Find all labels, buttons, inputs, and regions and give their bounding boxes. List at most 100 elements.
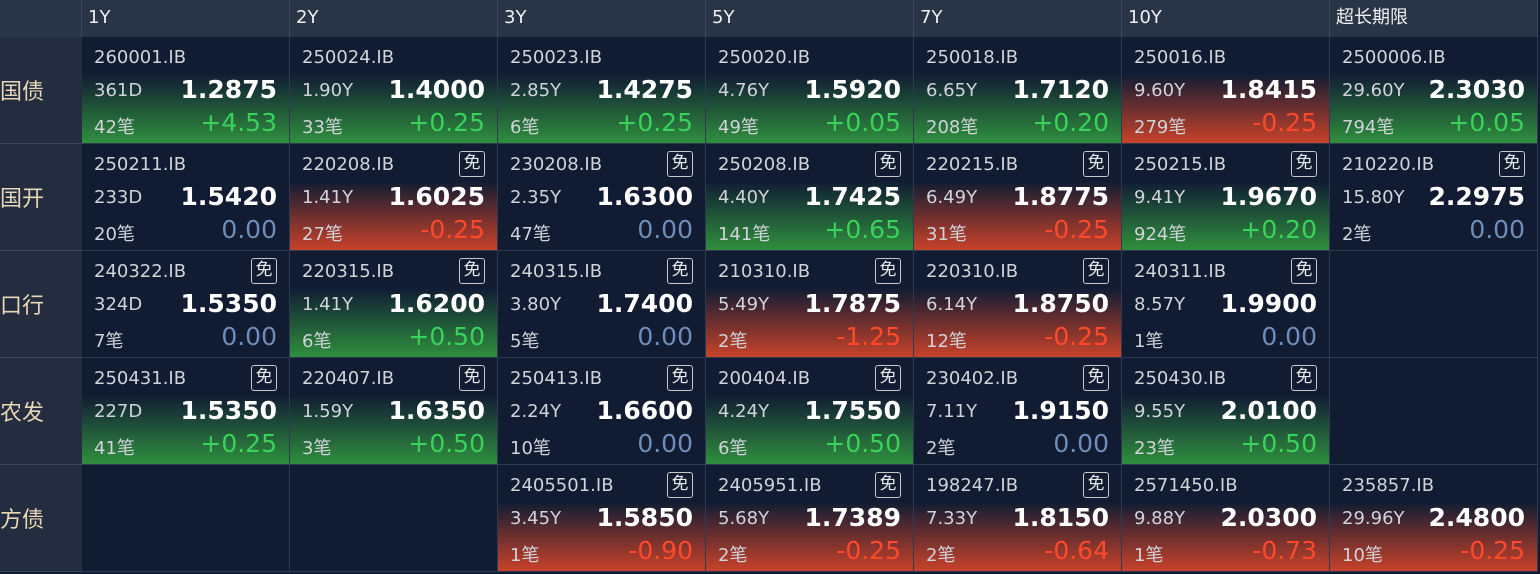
yield: 1.5850 — [596, 503, 693, 532]
change: -0.25 — [1044, 322, 1109, 351]
tenor: 3.80Y — [510, 294, 562, 315]
quote-cell[interactable]: 250431.IB 免 227D 1.5350 41笔 +0.25 — [82, 358, 290, 465]
yield: 2.0100 — [1220, 396, 1317, 425]
trade-count: 279笔 — [1134, 117, 1187, 138]
bond-code: 240315.IB — [510, 261, 603, 282]
change: -0.73 — [1252, 536, 1317, 565]
yield: 1.7550 — [804, 396, 901, 425]
quote-cell[interactable]: 2571450.IB 9.88Y 2.0300 1笔 -0.73 — [1122, 465, 1330, 572]
quote-cell[interactable]: 220215.IB 免 6.49Y 1.8775 31笔 -0.25 — [914, 144, 1122, 251]
quote-cell[interactable]: 250215.IB 免 9.41Y 1.9670 924笔 +0.20 — [1122, 144, 1330, 251]
yield: 1.7400 — [596, 289, 693, 318]
quote-cell[interactable]: 240311.IB 免 8.57Y 1.9900 1笔 0.00 — [1122, 251, 1330, 358]
quote-cell[interactable]: 2500006.IB 29.60Y 2.3030 794笔 +0.05 — [1330, 37, 1538, 144]
quote-cell[interactable]: 198247.IB 免 7.33Y 1.8150 2笔 -0.64 — [914, 465, 1122, 572]
tax-free-tag: 免 — [1291, 258, 1317, 284]
quote-cell[interactable]: 250020.IB 4.76Y 1.5920 49笔 +0.05 — [706, 37, 914, 144]
tenor: 2.85Y — [510, 80, 562, 101]
quote-cell[interactable]: 250413.IB 免 2.24Y 1.6600 10笔 0.00 — [498, 358, 706, 465]
trade-count: 23笔 — [1134, 438, 1175, 459]
trade-count: 3笔 — [302, 438, 332, 459]
quote-cell[interactable]: 220310.IB 免 6.14Y 1.8750 12笔 -0.25 — [914, 251, 1122, 358]
tax-free-tag: 免 — [875, 365, 901, 391]
quote-cell[interactable]: 250018.IB 6.65Y 1.7120 208笔 +0.20 — [914, 37, 1122, 144]
tenor: 2.35Y — [510, 187, 562, 208]
row-label: 口行 — [0, 251, 82, 358]
change: +0.25 — [200, 429, 277, 458]
tenor: 7.33Y — [926, 508, 978, 529]
tax-free-tag: 免 — [1083, 472, 1109, 498]
quote-cell[interactable]: 220407.IB 免 1.59Y 1.6350 3笔 +0.50 — [290, 358, 498, 465]
tax-free-tag: 免 — [875, 472, 901, 498]
quote-cell[interactable]: 230208.IB 免 2.35Y 1.6300 47笔 0.00 — [498, 144, 706, 251]
trade-count: 794笔 — [1342, 117, 1395, 138]
column-header: 1Y — [82, 0, 290, 37]
column-header: 5Y — [706, 0, 914, 37]
tenor: 5.68Y — [718, 508, 770, 529]
tenor: 324D — [94, 294, 143, 315]
quote-cell[interactable]: 250208.IB 免 4.40Y 1.7425 141笔 +0.65 — [706, 144, 914, 251]
quote-cell[interactable]: 2405951.IB 免 5.68Y 1.7389 2笔 -0.25 — [706, 465, 914, 572]
tenor: 6.14Y — [926, 294, 978, 315]
tenor: 3.45Y — [510, 508, 562, 529]
trade-count: 2笔 — [926, 438, 956, 459]
change: +0.25 — [408, 108, 485, 137]
empty-cell — [290, 465, 498, 572]
yield: 1.6600 — [596, 396, 693, 425]
yield: 1.8150 — [1012, 503, 1109, 532]
corner — [0, 0, 82, 37]
tenor: 6.65Y — [926, 80, 978, 101]
bond-code: 250430.IB — [1134, 368, 1227, 389]
quote-cell[interactable]: 210310.IB 免 5.49Y 1.7875 2笔 -1.25 — [706, 251, 914, 358]
change: 0.00 — [1469, 215, 1525, 244]
tax-free-tag: 免 — [1083, 151, 1109, 177]
bond-code: 220208.IB — [302, 154, 395, 175]
yield: 1.9670 — [1220, 182, 1317, 211]
quote-cell[interactable]: 260001.IB 361D 1.2875 42笔 +4.53 — [82, 37, 290, 144]
trade-count: 5笔 — [510, 331, 540, 352]
quote-cell[interactable]: 240322.IB 免 324D 1.5350 7笔 0.00 — [82, 251, 290, 358]
trade-count: 1笔 — [1134, 331, 1164, 352]
bond-code: 240322.IB — [94, 261, 187, 282]
change: +0.20 — [1240, 215, 1317, 244]
tax-free-tag: 免 — [251, 258, 277, 284]
trade-count: 208笔 — [926, 117, 979, 138]
quote-cell[interactable]: 235857.IB 29.96Y 2.4800 10笔 -0.25 — [1330, 465, 1538, 572]
change: -0.90 — [628, 536, 693, 565]
change: +0.50 — [1240, 429, 1317, 458]
empty-cell — [1330, 358, 1538, 465]
tenor: 1.90Y — [302, 80, 354, 101]
tax-free-tag: 免 — [667, 151, 693, 177]
change: 0.00 — [221, 215, 277, 244]
bond-code: 2405501.IB — [510, 475, 614, 496]
quote-cell[interactable]: 250430.IB 免 9.55Y 2.0100 23笔 +0.50 — [1122, 358, 1330, 465]
quote-cell[interactable]: 220208.IB 免 1.41Y 1.6025 27笔 -0.25 — [290, 144, 498, 251]
quote-cell[interactable]: 2405501.IB 免 3.45Y 1.5850 1笔 -0.90 — [498, 465, 706, 572]
trade-count: 141笔 — [718, 224, 771, 245]
tax-free-tag: 免 — [1291, 365, 1317, 391]
yield: 1.6300 — [596, 182, 693, 211]
tax-free-tag: 免 — [875, 151, 901, 177]
tenor: 9.60Y — [1134, 80, 1186, 101]
yield: 1.7425 — [804, 182, 901, 211]
tenor: 1.41Y — [302, 187, 354, 208]
trade-count: 31笔 — [926, 224, 967, 245]
quote-cell[interactable]: 250023.IB 2.85Y 1.4275 6笔 +0.25 — [498, 37, 706, 144]
bond-code: 250020.IB — [718, 47, 811, 68]
quote-cell[interactable]: 220315.IB 免 1.41Y 1.6200 6笔 +0.50 — [290, 251, 498, 358]
quote-cell[interactable]: 200404.IB 免 4.24Y 1.7550 6笔 +0.50 — [706, 358, 914, 465]
column-header: 3Y — [498, 0, 706, 37]
tenor: 5.49Y — [718, 294, 770, 315]
tenor: 29.60Y — [1342, 80, 1405, 101]
quote-cell[interactable]: 210220.IB 免 15.80Y 2.2975 2笔 0.00 — [1330, 144, 1538, 251]
quote-cell[interactable]: 230402.IB 免 7.11Y 1.9150 2笔 0.00 — [914, 358, 1122, 465]
quote-cell[interactable]: 250016.IB 9.60Y 1.8415 279笔 -0.25 — [1122, 37, 1330, 144]
quote-cell[interactable]: 240315.IB 免 3.80Y 1.7400 5笔 0.00 — [498, 251, 706, 358]
change: +0.50 — [408, 322, 485, 351]
quote-cell[interactable]: 250024.IB 1.90Y 1.4000 33笔 +0.25 — [290, 37, 498, 144]
yield: 2.4800 — [1428, 503, 1525, 532]
tenor: 1.41Y — [302, 294, 354, 315]
bond-code: 2405951.IB — [718, 475, 822, 496]
quote-cell[interactable]: 250211.IB 233D 1.5420 20笔 0.00 — [82, 144, 290, 251]
trade-count: 924笔 — [1134, 224, 1187, 245]
